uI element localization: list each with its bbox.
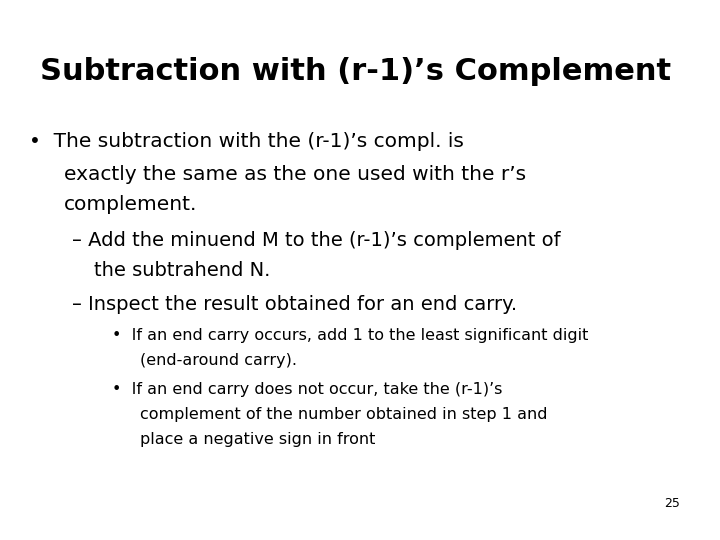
Text: exactly the same as the one used with the r’s: exactly the same as the one used with th… bbox=[64, 165, 526, 184]
Text: – Add the minuend M to the (r-1)’s complement of: – Add the minuend M to the (r-1)’s compl… bbox=[72, 231, 561, 249]
Text: the subtrahend N.: the subtrahend N. bbox=[94, 261, 270, 280]
Text: complement.: complement. bbox=[64, 195, 197, 214]
Text: •  If an end carry occurs, add 1 to the least significant digit: • If an end carry occurs, add 1 to the l… bbox=[112, 328, 588, 343]
Text: complement of the number obtained in step 1 and: complement of the number obtained in ste… bbox=[140, 407, 548, 422]
Text: 25: 25 bbox=[665, 497, 680, 510]
Text: – Inspect the result obtained for an end carry.: – Inspect the result obtained for an end… bbox=[72, 295, 517, 314]
Text: (end-around carry).: (end-around carry). bbox=[140, 353, 297, 368]
Text: Subtraction with (r-1)’s Complement: Subtraction with (r-1)’s Complement bbox=[40, 57, 671, 86]
Text: place a negative sign in front: place a negative sign in front bbox=[140, 432, 376, 447]
Text: •  The subtraction with the (r-1)’s compl. is: • The subtraction with the (r-1)’s compl… bbox=[29, 132, 464, 151]
Text: •  If an end carry does not occur, take the (r-1)’s: • If an end carry does not occur, take t… bbox=[112, 382, 502, 397]
